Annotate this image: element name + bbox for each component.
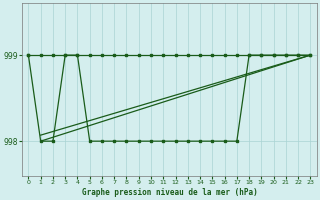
- X-axis label: Graphe pression niveau de la mer (hPa): Graphe pression niveau de la mer (hPa): [82, 188, 257, 197]
